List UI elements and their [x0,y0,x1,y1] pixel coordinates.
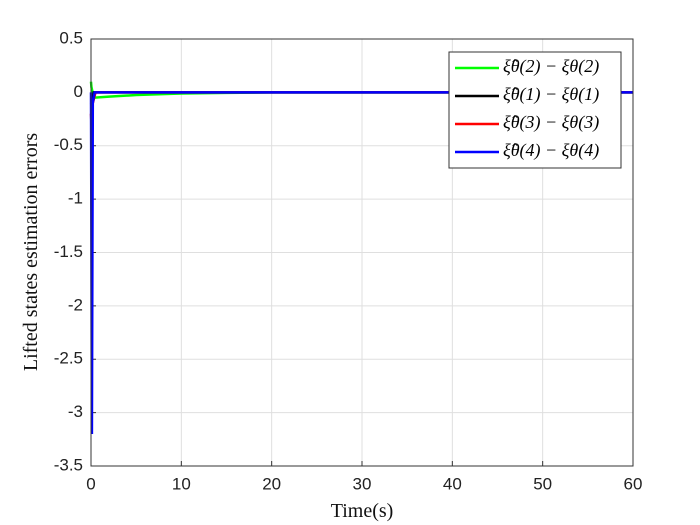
x-tick-label: 60 [624,474,643,493]
legend-label: ξ̂θ(2) − ξθ(2) [503,56,599,77]
y-tick-label: -1 [68,189,83,208]
y-tick-label: 0 [74,82,83,101]
x-tick-label: 30 [353,474,372,493]
x-tick-label: 20 [262,474,281,493]
x-axis-label: Time(s) [331,500,394,522]
legend-label: ξ̂θ(3) − ξθ(3) [503,112,599,133]
y-tick-label: -1.5 [54,242,83,261]
legend-label: ξ̂θ(4) − ξθ(4) [503,140,599,161]
y-tick-label: -0.5 [54,135,83,154]
x-tick-label: 10 [172,474,191,493]
y-tick-label: -3.5 [54,455,83,474]
y-tick-label: 0.5 [59,28,83,47]
y-tick-label: -3 [68,402,83,421]
y-axis-label: Lifted states estimation errors [20,133,42,371]
axes-box [90,38,634,467]
x-tick-label: 0 [86,474,95,493]
y-tick-label: -2 [68,295,83,314]
x-tick-label: 50 [533,474,552,493]
x-tick-label: 40 [443,474,462,493]
data-line [89,91,633,434]
legend-label: ξ̂θ(1) − ξθ(1) [503,84,599,105]
legend-box [448,51,622,169]
y-tick-label: -2.5 [54,349,83,368]
